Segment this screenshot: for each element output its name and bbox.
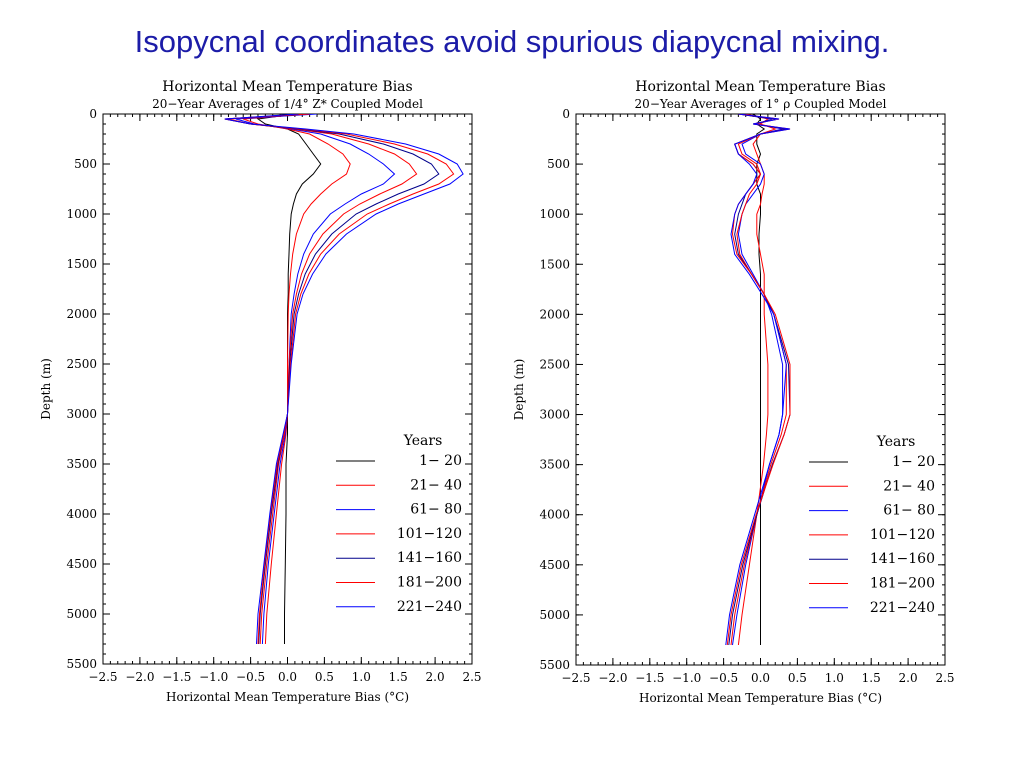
y-tick-label: 4000 bbox=[66, 507, 97, 521]
x-tick-label: 2.5 bbox=[935, 671, 954, 685]
y-tick-label: 5000 bbox=[66, 607, 97, 621]
legend-label: 221−240 bbox=[397, 599, 462, 615]
y-tick-label: 5500 bbox=[539, 658, 570, 672]
y-tick-label: 3000 bbox=[539, 408, 570, 422]
y-tick-label: 1500 bbox=[66, 257, 97, 271]
y-tick-label: 5000 bbox=[539, 608, 570, 622]
y-tick-label: 0 bbox=[89, 107, 97, 121]
y-axis-label: Depth (m) bbox=[512, 359, 526, 421]
x-tick-label: −2.0 bbox=[598, 671, 627, 685]
y-tick-label: 2000 bbox=[539, 307, 570, 321]
y-tick-label: 500 bbox=[74, 157, 97, 171]
x-axis-label: Horizontal Mean Temperature Bias (°C) bbox=[639, 691, 882, 705]
y-tick-label: 500 bbox=[547, 157, 570, 171]
series-line-6 bbox=[224, 114, 455, 645]
legend-label: 141−160 bbox=[870, 551, 935, 567]
legend-label: 101−120 bbox=[870, 527, 935, 543]
y-tick-label: 4500 bbox=[66, 557, 97, 571]
x-tick-label: 1.0 bbox=[825, 671, 844, 685]
legend-label: 21− 40 bbox=[410, 477, 462, 493]
legend-label: 181−200 bbox=[870, 576, 935, 592]
x-tick-label: −2.0 bbox=[125, 670, 154, 684]
legend-title: Years bbox=[403, 433, 443, 449]
y-tick-label: 4500 bbox=[539, 558, 570, 572]
series-line-2 bbox=[737, 114, 777, 646]
series-line-6 bbox=[726, 114, 791, 646]
y-tick-label: 5500 bbox=[66, 657, 97, 671]
chart-subtitle: 20−Year Averages of 1° ρ Coupled Model bbox=[635, 97, 887, 111]
y-axis-label: Depth (m) bbox=[39, 358, 53, 420]
chart-title: Horizontal Mean Temperature Bias bbox=[635, 79, 885, 95]
x-tick-label: 1.5 bbox=[862, 671, 881, 685]
series-line-5 bbox=[728, 114, 791, 646]
x-tick-label: 2.0 bbox=[899, 671, 918, 685]
x-tick-label: −1.0 bbox=[199, 670, 228, 684]
y-tick-label: 1500 bbox=[539, 257, 570, 271]
x-tick-label: −2.5 bbox=[88, 670, 117, 684]
y-tick-label: 3500 bbox=[66, 457, 97, 471]
chart-subtitle: 20−Year Averages of 1/4° Z* Coupled Mode… bbox=[152, 97, 423, 111]
y-tick-label: 0 bbox=[562, 107, 570, 121]
legend-label: 221−240 bbox=[870, 600, 935, 616]
x-tick-label: 1.5 bbox=[389, 670, 408, 684]
y-tick-label: 2500 bbox=[539, 357, 570, 371]
x-tick-label: −2.5 bbox=[561, 671, 590, 685]
x-tick-label: 0.0 bbox=[751, 671, 770, 685]
legend-label: 181−200 bbox=[397, 575, 462, 591]
x-tick-label: 0.5 bbox=[315, 670, 334, 684]
series-line-5 bbox=[224, 114, 440, 645]
y-tick-label: 4000 bbox=[539, 508, 570, 522]
legend-label: 101−120 bbox=[397, 526, 462, 542]
x-tick-label: −0.5 bbox=[709, 671, 738, 685]
series-line-7 bbox=[224, 114, 464, 645]
series-line-3 bbox=[235, 114, 396, 645]
x-tick-label: 2.5 bbox=[462, 670, 481, 684]
y-tick-label: 1000 bbox=[66, 207, 97, 221]
chart-title: Horizontal Mean Temperature Bias bbox=[162, 79, 412, 95]
x-tick-label: −1.5 bbox=[162, 670, 191, 684]
legend-label: 21− 40 bbox=[883, 478, 935, 494]
y-tick-label: 2500 bbox=[66, 357, 97, 371]
series-line-2 bbox=[243, 114, 351, 645]
x-tick-label: 2.0 bbox=[426, 670, 445, 684]
x-tick-label: 0.5 bbox=[788, 671, 807, 685]
series-line-7 bbox=[725, 114, 791, 646]
x-axis-label: Horizontal Mean Temperature Bias (°C) bbox=[166, 690, 409, 704]
legend-label: 61− 80 bbox=[883, 503, 935, 519]
x-tick-label: −1.5 bbox=[635, 671, 664, 685]
legend-label: 61− 80 bbox=[410, 502, 462, 518]
slide-title: Isopycnal coordinates avoid spurious dia… bbox=[134, 24, 890, 59]
legend-label: 1− 20 bbox=[419, 453, 462, 469]
x-tick-label: −1.0 bbox=[672, 671, 701, 685]
series-line-1 bbox=[256, 114, 322, 644]
y-tick-label: 3500 bbox=[539, 458, 570, 472]
legend-label: 141−160 bbox=[397, 550, 462, 566]
y-tick-label: 1000 bbox=[539, 207, 570, 221]
legend-label: 1− 20 bbox=[892, 454, 935, 470]
x-tick-label: −0.5 bbox=[236, 670, 265, 684]
x-tick-label: 1.0 bbox=[352, 670, 371, 684]
y-tick-label: 3000 bbox=[66, 407, 97, 421]
y-tick-label: 2000 bbox=[66, 307, 97, 321]
x-tick-label: 0.0 bbox=[278, 670, 297, 684]
series-line-4 bbox=[228, 114, 418, 645]
legend-title: Years bbox=[876, 434, 916, 450]
